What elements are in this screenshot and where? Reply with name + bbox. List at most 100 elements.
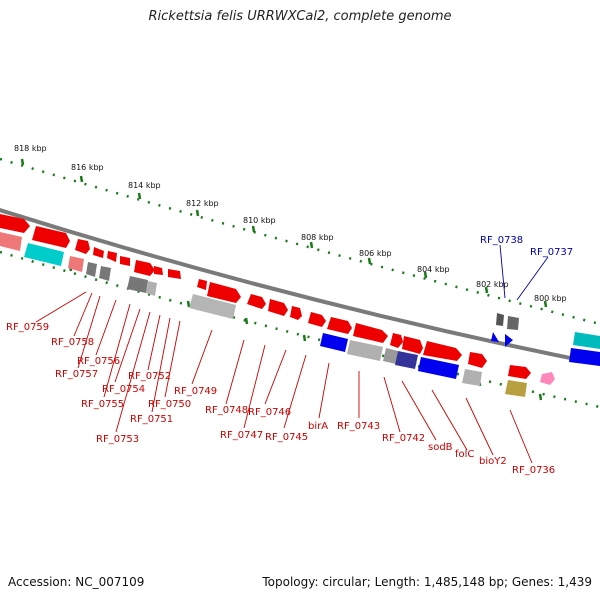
gene-feature[interactable] bbox=[496, 313, 504, 326]
gene-feature[interactable] bbox=[390, 333, 403, 348]
gene-feature[interactable] bbox=[423, 341, 462, 361]
scale-ticks bbox=[20, 158, 548, 308]
gene-label[interactable]: RF_0748 bbox=[205, 405, 248, 416]
gene-feature[interactable] bbox=[197, 279, 207, 290]
gene-label[interactable]: RF_0757 bbox=[55, 369, 98, 380]
gene-feature[interactable] bbox=[573, 332, 600, 349]
gene-feature[interactable] bbox=[507, 316, 519, 330]
leader-line bbox=[164, 320, 181, 398]
gene-feature[interactable] bbox=[383, 348, 398, 364]
gene-feature[interactable] bbox=[168, 269, 181, 279]
scale-label: 818 kbp bbox=[14, 144, 47, 153]
leader-line bbox=[191, 329, 213, 385]
inner-tick bbox=[302, 334, 307, 342]
gene-label[interactable]: RF_0742 bbox=[382, 433, 425, 444]
scale-tick bbox=[543, 300, 548, 308]
scale-tick bbox=[79, 175, 84, 183]
gene-feature[interactable] bbox=[207, 282, 241, 303]
gene-feature[interactable] bbox=[268, 299, 288, 316]
gene-feature[interactable] bbox=[120, 256, 130, 266]
gene-feature[interactable] bbox=[508, 365, 531, 379]
gene-feature[interactable] bbox=[540, 372, 555, 385]
gene-feature[interactable] bbox=[32, 226, 70, 248]
gene-label[interactable]: RF_0743 bbox=[337, 421, 380, 432]
scale-tick bbox=[367, 257, 372, 265]
gene-feature[interactable] bbox=[0, 214, 30, 233]
gene-label[interactable]: RF_0736 bbox=[512, 465, 555, 476]
scale-label: 804 kbp bbox=[417, 265, 450, 274]
gene-feature[interactable] bbox=[290, 306, 302, 320]
scale-label: 812 kbp bbox=[186, 199, 219, 208]
inner-tick bbox=[186, 300, 191, 308]
gene-feature[interactable] bbox=[353, 323, 388, 343]
leader-line bbox=[499, 244, 506, 299]
inner-tick bbox=[244, 317, 249, 325]
leader-line bbox=[465, 397, 494, 456]
gene-feature[interactable] bbox=[0, 232, 22, 251]
leader-line bbox=[35, 291, 87, 323]
gene-feature[interactable] bbox=[24, 243, 64, 266]
gene-feature[interactable] bbox=[505, 380, 527, 397]
gene-feature[interactable] bbox=[491, 332, 499, 342]
gene-label[interactable]: RF_0745 bbox=[265, 432, 308, 443]
gene-label[interactable]: sodB bbox=[428, 442, 453, 453]
gene-feature[interactable] bbox=[189, 294, 236, 319]
gene-label[interactable]: folC bbox=[455, 449, 474, 460]
genome-backbone bbox=[0, 208, 600, 367]
gene-feature[interactable] bbox=[462, 369, 482, 386]
gene-label[interactable]: RF_0755 bbox=[81, 399, 124, 410]
gene-label[interactable]: RF_0751 bbox=[130, 414, 173, 425]
gene-feature[interactable] bbox=[86, 262, 97, 277]
gene-feature[interactable] bbox=[134, 260, 155, 276]
gene-feature[interactable] bbox=[327, 317, 352, 334]
gene-feature[interactable] bbox=[146, 281, 157, 296]
gene-feature[interactable] bbox=[402, 336, 423, 354]
gene-feature[interactable] bbox=[505, 334, 513, 347]
gene-label[interactable]: RF_0758 bbox=[51, 337, 94, 348]
gene-label[interactable]: RF_0754 bbox=[102, 384, 145, 395]
leader-line bbox=[243, 344, 266, 429]
leader-line bbox=[516, 256, 549, 301]
gene-feature[interactable] bbox=[569, 348, 600, 366]
scale-label: 814 kbp bbox=[128, 181, 161, 190]
gene-feature[interactable] bbox=[99, 266, 111, 281]
accession-text: Accession: NC_007109 bbox=[8, 575, 145, 589]
gene-label[interactable]: RF_0752 bbox=[128, 371, 171, 382]
gene-label[interactable]: RF_0750 bbox=[148, 399, 191, 410]
gene-feature[interactable] bbox=[308, 312, 326, 327]
gene-feature[interactable] bbox=[320, 333, 348, 352]
gene-feature[interactable] bbox=[93, 247, 104, 258]
scale-label: 810 kbp bbox=[243, 216, 276, 225]
gene-feature[interactable] bbox=[395, 351, 418, 369]
scale-tick bbox=[195, 209, 200, 217]
gene-feature[interactable] bbox=[107, 251, 117, 262]
gene-label[interactable]: bioY2 bbox=[479, 456, 507, 467]
gene-feature[interactable] bbox=[347, 340, 383, 361]
gene-feature[interactable] bbox=[418, 357, 459, 379]
leader-line bbox=[95, 299, 117, 356]
scale-label: 800 kbp bbox=[534, 294, 567, 303]
scale-tick bbox=[20, 158, 25, 166]
gene-feature[interactable] bbox=[75, 239, 90, 254]
scale-label: 806 kbp bbox=[359, 249, 392, 258]
scale-label: 802 kbp bbox=[476, 280, 509, 289]
gene-feature[interactable] bbox=[247, 294, 266, 309]
gene-label[interactable]: birA bbox=[308, 421, 328, 432]
gene-label[interactable]: RF_0749 bbox=[174, 386, 217, 397]
gene-label[interactable]: RF_0753 bbox=[96, 434, 139, 445]
leader-line bbox=[115, 311, 151, 433]
leader-line bbox=[151, 317, 171, 413]
leader-line bbox=[431, 389, 468, 451]
gene-feature[interactable] bbox=[127, 276, 148, 293]
gene-feature[interactable] bbox=[68, 256, 84, 272]
gene-label[interactable]: RF_0756 bbox=[77, 356, 120, 367]
leader-line bbox=[147, 314, 161, 371]
gene-feature[interactable] bbox=[154, 266, 163, 275]
gene-feature[interactable] bbox=[468, 352, 487, 368]
gene-label[interactable]: RF_0747 bbox=[220, 430, 263, 441]
leader-line bbox=[401, 380, 437, 441]
gene-label[interactable]: RF_0759 bbox=[6, 322, 49, 333]
gene-label[interactable]: RF_0738 bbox=[480, 235, 523, 246]
gene-label[interactable]: RF_0746 bbox=[248, 407, 291, 418]
gene-label[interactable]: RF_0737 bbox=[530, 247, 573, 258]
